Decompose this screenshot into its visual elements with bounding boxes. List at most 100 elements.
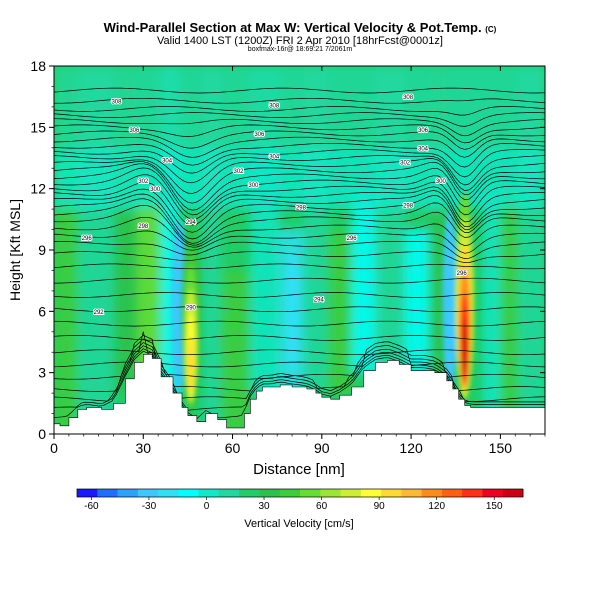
contour-label: 296 [82, 236, 93, 242]
chart-title-text: Wind-Parallel Section at Max W: Vertical… [103, 20, 482, 35]
contour-label: 292 [94, 310, 105, 316]
contour-label: 304 [269, 154, 280, 160]
colorbar-swatch [198, 489, 220, 497]
colorbar-tick-label: 150 [486, 501, 503, 512]
convective-cores [171, 192, 475, 414]
chart-title: Wind-Parallel Section at Max W: Vertical… [0, 20, 600, 35]
x-tick-label: 30 [135, 440, 151, 456]
field-band [137, 188, 162, 373]
contour-label: 308 [269, 103, 280, 109]
colorbar-frame [76, 488, 524, 498]
downdraft-core [442, 209, 457, 394]
theta-contour [54, 118, 545, 137]
contour-label: 300 [150, 187, 161, 193]
theta-contour [54, 345, 545, 403]
colorbar-swatch [462, 489, 483, 497]
theta-contour [54, 320, 545, 327]
colorbar-swatch [502, 489, 524, 497]
colorbar-tick-label: 30 [258, 501, 270, 512]
field-band [54, 66, 545, 148]
axes: 0 30 60 90 120 150 0 3 6 9 12 15 18 [30, 58, 546, 456]
contour-label: 296 [347, 236, 358, 242]
contour-label: 298 [138, 224, 149, 230]
contour-label: 298 [403, 204, 414, 210]
colorbar-swatch [97, 489, 118, 497]
colorbar-swatch [239, 489, 260, 497]
x-axis-label: Distance [nm] [253, 461, 345, 478]
y-tick-label: 6 [38, 303, 46, 319]
theta-contour [54, 216, 545, 248]
colorbar-swatch [381, 489, 402, 497]
theta-contour [54, 106, 545, 116]
contour-label: 290 [186, 306, 197, 312]
updraft-core [188, 335, 194, 395]
field-band [327, 229, 352, 394]
field-band [482, 188, 501, 414]
theta-contour [54, 87, 545, 94]
contour-label: 308 [111, 99, 122, 105]
theta-contour [54, 338, 545, 380]
theta-contour [54, 163, 545, 211]
y-axis-label: Height [Kft MSL] [7, 199, 23, 301]
theta-contour [54, 241, 545, 259]
field-band [220, 270, 251, 434]
y-tick-label: 0 [38, 426, 46, 442]
contour-labels: 308 306 304 302 300 298 296 294 292 290 308 306 304 3… [81, 94, 469, 317]
chart-subtitle: Valid 1400 LST (1200Z) FRI 2 Apr 2010 [1… [157, 35, 443, 47]
contour-label: 302 [400, 161, 411, 167]
theta-contour [54, 334, 545, 368]
theta-contour [54, 161, 545, 204]
colorbar-swatch [421, 489, 443, 497]
contour-label: 308 [403, 95, 414, 101]
x-tick-label: 0 [50, 440, 58, 456]
contour-label: 306 [418, 128, 429, 134]
contour-label: 294 [186, 220, 197, 226]
theta-contour [54, 130, 545, 150]
y-tick-label: 15 [30, 119, 46, 135]
theta-contour [54, 277, 545, 284]
theta-contour [54, 230, 545, 254]
contour-label: 300 [436, 179, 447, 185]
colorbar-tick-label: 0 [204, 501, 210, 512]
theta-contour [54, 124, 545, 144]
colorbar-swatch [401, 489, 423, 497]
colorbar-swatch [158, 489, 179, 497]
x-tick-label: 60 [225, 440, 241, 456]
colorbar-swatch [178, 489, 200, 497]
contour-label: 306 [129, 128, 140, 134]
colorbar-swatch [117, 489, 139, 497]
colorbar-swatch [137, 489, 159, 497]
theta-contour [54, 167, 545, 216]
terrain-profile [54, 354, 545, 434]
theta-contour [54, 331, 545, 356]
contour-label: 306 [254, 132, 265, 138]
contour-label: 304 [418, 146, 429, 152]
theta-contour [54, 251, 545, 263]
x-tick-label: 90 [314, 440, 330, 456]
theta-contour [54, 193, 545, 240]
colorbar-label: Vertical Velocity [cm/s] [244, 518, 353, 530]
contour-label: 298 [296, 206, 307, 212]
potential-temperature-contours [54, 87, 545, 420]
colorbar-swatch [360, 489, 382, 497]
x-tick-label: 150 [489, 440, 513, 456]
updraft-core [462, 317, 468, 381]
theta-contour [54, 342, 545, 392]
terrain-fill [54, 354, 545, 434]
theta-contour [54, 142, 545, 168]
contour-label: 300 [248, 183, 259, 189]
contour-label: 294 [314, 298, 325, 304]
colorbar-tick-label: 90 [374, 501, 386, 512]
field-band [351, 188, 376, 373]
colorbar-swatch [340, 489, 362, 497]
y-tick-label: 12 [30, 181, 46, 197]
theta-contour [54, 136, 545, 158]
y-tick-label: 3 [38, 365, 46, 381]
chart-source-line: boxfmax-16r@ 18:69:21 7/2061m [247, 46, 353, 53]
contour-label: 296 [457, 271, 468, 277]
theta-contour [54, 112, 545, 127]
y-tick-label: 18 [30, 58, 46, 74]
colorbar-swatch [300, 489, 321, 497]
theta-contour [54, 155, 545, 186]
theta-contour [54, 292, 545, 298]
